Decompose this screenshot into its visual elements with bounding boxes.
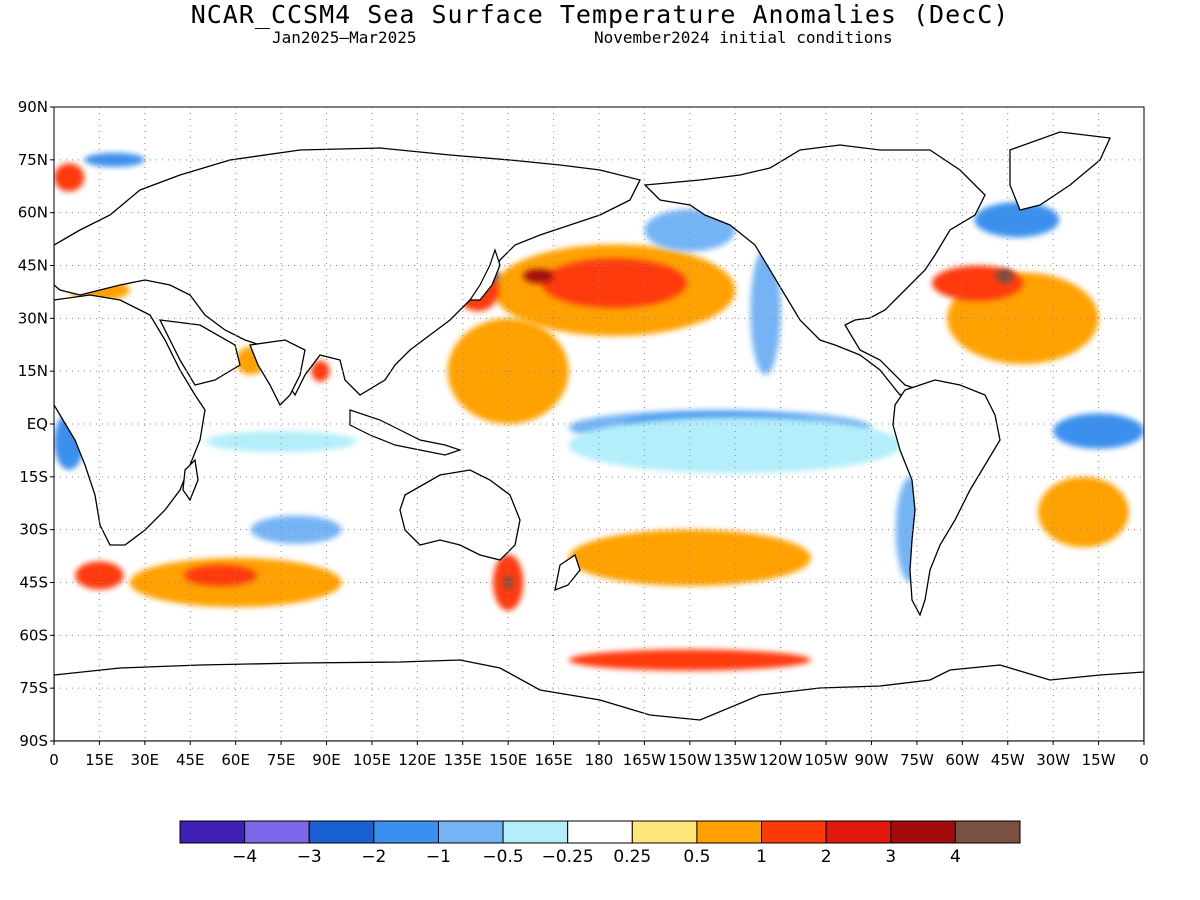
colorbar: −4 −3 −2 −1 −0.5 −0.25 0.25 0.5 1 2 3 4 <box>179 820 1021 867</box>
lon-tick-label: 120W <box>759 751 803 769</box>
colorbar-label: 0.5 <box>683 847 710 867</box>
lon-tick-label: 30E <box>131 751 160 769</box>
lon-tick-label: 90E <box>312 751 341 769</box>
region-south-atlantic-warm <box>1038 476 1129 548</box>
lon-tick-label: 45W <box>991 751 1025 769</box>
lon-tick-label: 0 <box>49 751 59 769</box>
lat-tick-label: 45N <box>18 257 48 275</box>
colorbar-swatch <box>825 820 892 844</box>
antarctica <box>54 659 1144 741</box>
lon-tick-label: 150E <box>489 751 527 769</box>
region-arctic-warm-barents <box>54 163 85 192</box>
lon-tick-label: 135W <box>714 751 758 769</box>
colorbar-swatch <box>244 820 310 844</box>
africa <box>54 294 206 546</box>
south-america <box>892 379 1001 617</box>
indonesia <box>349 409 462 456</box>
colorbar-swatch <box>567 820 633 844</box>
lat-tick-label: 15S <box>19 468 48 486</box>
lat-tick-label: 75N <box>18 151 48 169</box>
region-labrador-cool <box>974 202 1060 238</box>
colorbar-label: 2 <box>821 847 832 867</box>
lon-tick-label: 15W <box>1082 751 1116 769</box>
colorbar-swatch <box>761 820 827 844</box>
colorbar-swatch <box>954 820 1021 844</box>
lon-tick-label: 60W <box>945 751 979 769</box>
colorbar-swatch <box>631 820 698 844</box>
region-california-cool <box>750 247 781 375</box>
region-gulf-of-alaska-cool <box>644 209 736 252</box>
anomaly-regions <box>54 152 1144 671</box>
colorbar-label: −1 <box>426 847 451 867</box>
grid-lines <box>54 107 1144 741</box>
colorbar-swatch <box>373 820 439 844</box>
forecast-period: Jan2025–Mar2025 <box>272 28 417 47</box>
greenland <box>1009 131 1111 211</box>
lon-tick-label: 165W <box>623 751 667 769</box>
lat-tick-label: 90N <box>18 98 48 116</box>
colorbar-label: −0.5 <box>482 847 523 867</box>
region-indian-cool-south <box>250 515 342 544</box>
europe-asia <box>54 147 641 397</box>
lon-tick-label: 75E <box>267 751 296 769</box>
north-america <box>643 144 986 396</box>
arabia <box>158 319 241 386</box>
lon-tick-label: 30W <box>1036 751 1070 769</box>
lat-tick-label: EQ <box>27 415 48 433</box>
lat-tick-label: 60S <box>19 626 48 644</box>
colorbar-swatch <box>437 820 504 844</box>
lon-tick-label: 75W <box>900 751 934 769</box>
chart-title: NCAR_CCSM4 Sea Surface Temperature Anoma… <box>190 0 1010 29</box>
initial-conditions: November2024 initial conditions <box>594 28 893 47</box>
lon-tick-label: 45E <box>176 751 205 769</box>
lon-tick-label: 120E <box>398 751 436 769</box>
colorbar-swatch <box>696 820 763 844</box>
colorbar-swatch <box>502 820 569 844</box>
region-north-pacific-warm-core <box>541 258 687 308</box>
new-zealand <box>554 553 581 592</box>
lat-tick-label: 45S <box>19 574 48 592</box>
lon-tick-label: 165E <box>535 751 573 769</box>
australia <box>399 469 521 561</box>
colorbar-label: −4 <box>232 847 257 867</box>
japan <box>468 248 501 301</box>
colorbar-swatch <box>179 820 246 844</box>
india <box>249 339 306 407</box>
colorbar-label: 0.25 <box>613 847 651 867</box>
region-gulf-stream-hot <box>995 269 1014 284</box>
colorbar-label: 4 <box>950 847 961 867</box>
lat-tick-label: 30S <box>19 521 48 539</box>
region-indian-cool-band <box>205 431 357 453</box>
lon-tick-label: 15E <box>85 751 114 769</box>
colorbar-label: 3 <box>885 847 896 867</box>
region-indian-warm-south-core <box>184 564 257 587</box>
lon-tick-label: 90W <box>855 751 889 769</box>
lat-tick-label: 30N <box>18 309 48 327</box>
colorbar-label: 1 <box>756 847 767 867</box>
lon-tick-label: 60E <box>221 751 250 769</box>
region-equatorial-pacific-fringe <box>568 416 902 474</box>
region-bay-of-bengal-warm <box>311 360 330 382</box>
landmasses <box>54 131 1144 741</box>
lon-tick-label: 135E <box>444 751 482 769</box>
lat-tick-label: 60N <box>18 204 48 222</box>
colorbar-label: −2 <box>361 847 386 867</box>
colorbar-swatch <box>890 820 956 844</box>
lon-tick-label: 150W <box>668 751 712 769</box>
lat-tick-label: 90S <box>19 732 48 750</box>
lon-tick-label: 105E <box>353 751 391 769</box>
region-tasman-hot <box>503 575 513 590</box>
colorbar-label: −3 <box>297 847 322 867</box>
lon-tick-label: 105W <box>804 751 848 769</box>
colorbar-swatch <box>308 820 375 844</box>
colorbar-label: −0.25 <box>542 847 594 867</box>
lat-tick-label: 15N <box>18 362 48 380</box>
lon-tick-label: 0 <box>1139 751 1149 769</box>
region-north-pacific-hot <box>523 269 554 284</box>
lon-tick-label: 180 <box>585 751 614 769</box>
lat-tick-label: 75S <box>19 679 48 697</box>
